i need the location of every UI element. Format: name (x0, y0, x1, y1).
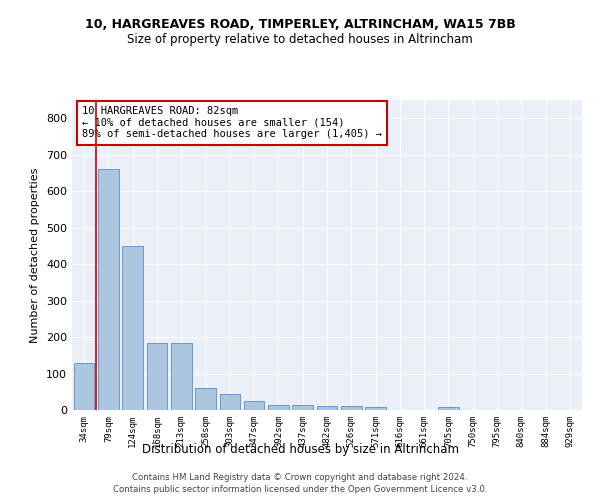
Bar (171, 342, 191, 410)
Text: Size of property relative to detached houses in Altrincham: Size of property relative to detached ho… (127, 32, 473, 46)
Bar (292, 405, 313, 410)
Text: Distribution of detached houses by size in Altrincham: Distribution of detached houses by size … (142, 442, 458, 456)
Bar (220, 394, 240, 410)
Bar (365, 407, 386, 410)
Y-axis label: Number of detached properties: Number of detached properties (31, 168, 40, 342)
Bar (146, 342, 167, 410)
Bar (268, 406, 289, 410)
Bar (74, 364, 94, 410)
Text: Contains public sector information licensed under the Open Government Licence v3: Contains public sector information licen… (113, 485, 487, 494)
Text: Contains HM Land Registry data © Crown copyright and database right 2024.: Contains HM Land Registry data © Crown c… (132, 472, 468, 482)
Bar (438, 407, 459, 410)
Bar (195, 388, 216, 410)
Text: 10, HARGREAVES ROAD, TIMPERLEY, ALTRINCHAM, WA15 7BB: 10, HARGREAVES ROAD, TIMPERLEY, ALTRINCH… (85, 18, 515, 30)
Bar (122, 246, 143, 410)
Bar (244, 401, 265, 410)
Text: 10 HARGREAVES ROAD: 82sqm
← 10% of detached houses are smaller (154)
89% of semi: 10 HARGREAVES ROAD: 82sqm ← 10% of detac… (82, 106, 382, 140)
Bar (317, 406, 337, 410)
Bar (98, 170, 119, 410)
Bar (341, 406, 362, 410)
